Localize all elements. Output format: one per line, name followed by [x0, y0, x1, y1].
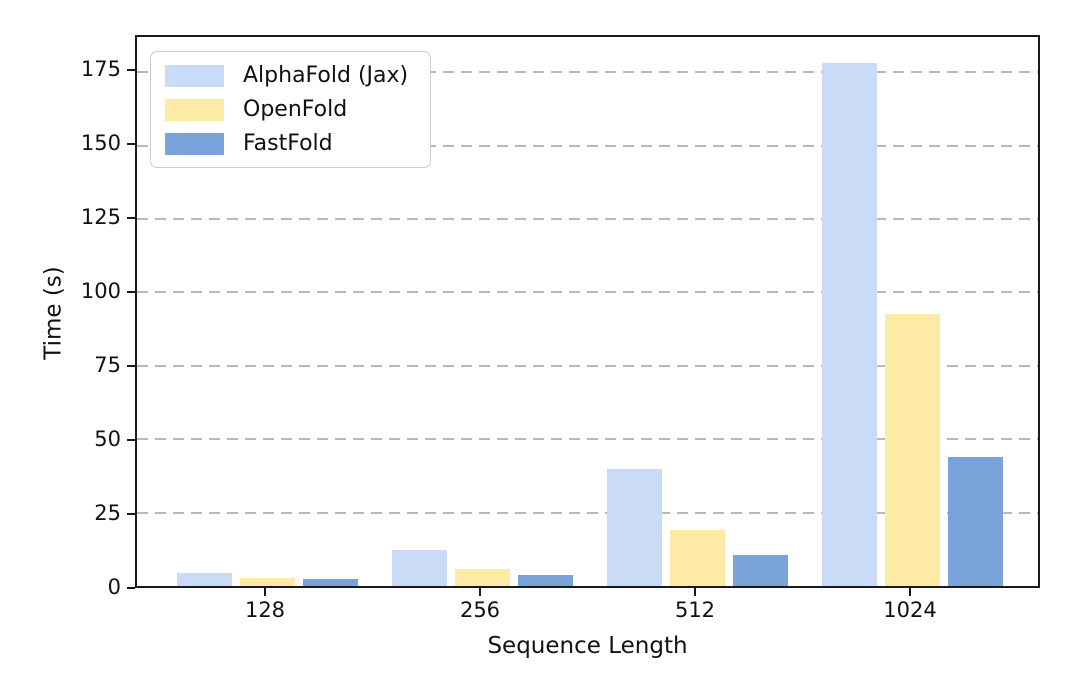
bar-alphafold-jax--1024: [821, 63, 877, 586]
y-tick-label-125: 125: [80, 205, 121, 230]
y-tick-mark-150: [127, 143, 135, 146]
y-tick-label-175: 175: [80, 57, 121, 82]
bar-group-128: [176, 37, 358, 586]
bar-alphafold-jax--256: [391, 550, 447, 586]
y-tick-mark-125: [127, 217, 135, 220]
y-tick-label-100: 100: [80, 279, 121, 304]
x-tick-label-128: 128: [244, 598, 286, 622]
x-tick-mark-256: [479, 588, 481, 596]
y-tick-label-75: 75: [94, 353, 121, 378]
x-tick-mark-128: [264, 588, 266, 596]
bar-fastfold-256: [517, 575, 573, 586]
y-tick-label-0: 0: [107, 575, 121, 599]
x-tick-mark-512: [694, 588, 696, 596]
bar-fastfold-1024: [947, 456, 1003, 586]
legend-label-openfold: OpenFold: [243, 97, 348, 122]
legend-item-alphafold: AlphaFold (Jax): [165, 63, 408, 88]
legend-item-openfold: OpenFold: [165, 97, 408, 122]
gridline-y-150: [137, 144, 1038, 147]
legend-swatch-openfold: [165, 98, 224, 121]
y-tick-mark-75: [127, 365, 135, 368]
legend-label-fastfold: FastFold: [243, 131, 333, 156]
y-tick-label-50: 50: [94, 427, 121, 452]
bar-fastfold-512: [732, 555, 788, 586]
legend-item-fastfold: FastFold: [165, 131, 408, 156]
gridline-y-175: [137, 71, 1038, 74]
legend: AlphaFold (Jax) OpenFold FastFold: [150, 51, 432, 168]
bar-group-256: [391, 37, 573, 586]
y-tick-mark-100: [127, 291, 135, 294]
legend-swatch-alphafold: [165, 64, 224, 87]
bar-alphafold-jax--128: [176, 572, 232, 586]
bar-openfold-1024: [884, 314, 940, 586]
x-tick-mark-1024: [909, 588, 911, 596]
y-tick-mark-175: [127, 69, 135, 72]
x-tick-label-512: 512: [674, 598, 716, 622]
bar-group-1024: [821, 37, 1003, 586]
gridline-y-125: [137, 218, 1038, 221]
y-axis-title: Time (s): [40, 266, 67, 360]
y-tick-label-150: 150: [80, 131, 121, 156]
legend-swatch-fastfold: [165, 132, 224, 155]
x-tick-label-1024: 1024: [883, 598, 937, 622]
y-tick-mark-0: [127, 587, 135, 589]
bar-openfold-256: [454, 568, 510, 586]
y-tick-label-25: 25: [94, 501, 121, 526]
legend-label-alphafold: AlphaFold (Jax): [243, 63, 409, 88]
bar-fastfold-128: [302, 578, 358, 586]
bar-group-512: [606, 37, 788, 586]
bar-openfold-128: [239, 577, 295, 586]
gridline-y-100: [137, 291, 1038, 294]
y-tick-mark-50: [127, 439, 135, 442]
y-tick-mark-25: [127, 513, 135, 516]
x-tick-label-256: 256: [459, 598, 501, 622]
bar-alphafold-jax--512: [606, 468, 662, 586]
plot-area: AlphaFold (Jax) OpenFold FastFold: [135, 35, 1040, 588]
x-axis-title: Sequence Length: [487, 633, 688, 659]
gridline-y-50: [137, 438, 1038, 441]
bar-openfold-512: [669, 530, 725, 586]
gridline-y-25: [137, 511, 1038, 514]
gridline-y-75: [137, 364, 1038, 367]
